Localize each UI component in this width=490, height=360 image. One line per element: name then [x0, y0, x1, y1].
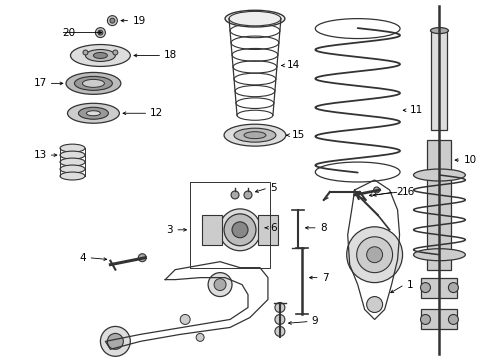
Circle shape: [448, 315, 458, 324]
Text: 8: 8: [320, 223, 326, 233]
Ellipse shape: [60, 165, 85, 173]
Text: 16: 16: [401, 187, 415, 197]
Ellipse shape: [68, 103, 120, 123]
Circle shape: [420, 283, 431, 293]
Ellipse shape: [431, 28, 448, 33]
Ellipse shape: [244, 132, 266, 139]
Ellipse shape: [78, 107, 108, 119]
Text: 18: 18: [164, 50, 177, 60]
Text: 13: 13: [33, 150, 47, 160]
Ellipse shape: [85, 50, 115, 62]
Circle shape: [244, 191, 252, 199]
Circle shape: [357, 237, 392, 273]
Circle shape: [367, 247, 383, 263]
Circle shape: [110, 18, 115, 23]
Text: 19: 19: [132, 15, 146, 26]
Ellipse shape: [86, 111, 100, 116]
Text: 10: 10: [464, 155, 476, 165]
Circle shape: [196, 333, 204, 341]
Bar: [427, 140, 451, 270]
Ellipse shape: [74, 76, 112, 90]
Text: 17: 17: [33, 78, 47, 88]
Circle shape: [214, 279, 226, 291]
Bar: [258, 215, 278, 245]
Circle shape: [138, 254, 147, 262]
Circle shape: [100, 327, 130, 356]
Ellipse shape: [414, 249, 466, 261]
Text: 15: 15: [292, 130, 305, 140]
Bar: [202, 215, 222, 245]
Circle shape: [275, 315, 285, 324]
Text: 6: 6: [270, 223, 276, 233]
Text: 9: 9: [312, 316, 318, 327]
Text: 2: 2: [396, 187, 403, 197]
Bar: [432, 31, 447, 130]
Circle shape: [96, 28, 105, 37]
Circle shape: [224, 214, 256, 246]
Circle shape: [83, 50, 88, 55]
Circle shape: [180, 315, 190, 324]
Ellipse shape: [414, 169, 466, 181]
Ellipse shape: [219, 209, 261, 251]
Ellipse shape: [60, 158, 85, 166]
Ellipse shape: [60, 172, 85, 180]
Text: 7: 7: [322, 273, 328, 283]
Circle shape: [232, 222, 248, 238]
Text: 11: 11: [410, 105, 423, 115]
Bar: [421, 310, 457, 329]
Text: 1: 1: [407, 280, 413, 289]
Bar: [421, 278, 457, 298]
Circle shape: [448, 283, 458, 293]
Text: 4: 4: [80, 253, 86, 263]
Circle shape: [275, 327, 285, 336]
Circle shape: [275, 302, 285, 312]
Ellipse shape: [60, 144, 85, 152]
Circle shape: [113, 50, 118, 55]
Ellipse shape: [234, 128, 276, 142]
Ellipse shape: [225, 10, 285, 27]
Circle shape: [98, 30, 103, 35]
Circle shape: [374, 187, 380, 193]
Text: 5: 5: [270, 183, 276, 193]
Ellipse shape: [224, 124, 286, 146]
Text: 12: 12: [150, 108, 164, 118]
Text: 20: 20: [63, 28, 75, 37]
Circle shape: [107, 15, 118, 26]
Circle shape: [347, 227, 403, 283]
Circle shape: [208, 273, 232, 297]
Text: 3: 3: [167, 225, 173, 235]
Circle shape: [107, 333, 123, 349]
Ellipse shape: [82, 80, 104, 87]
Text: 14: 14: [287, 60, 300, 71]
Circle shape: [420, 315, 431, 324]
Circle shape: [231, 191, 239, 199]
Ellipse shape: [60, 151, 85, 159]
Ellipse shape: [94, 53, 107, 58]
Ellipse shape: [66, 72, 121, 94]
Ellipse shape: [71, 45, 130, 67]
Circle shape: [367, 297, 383, 312]
